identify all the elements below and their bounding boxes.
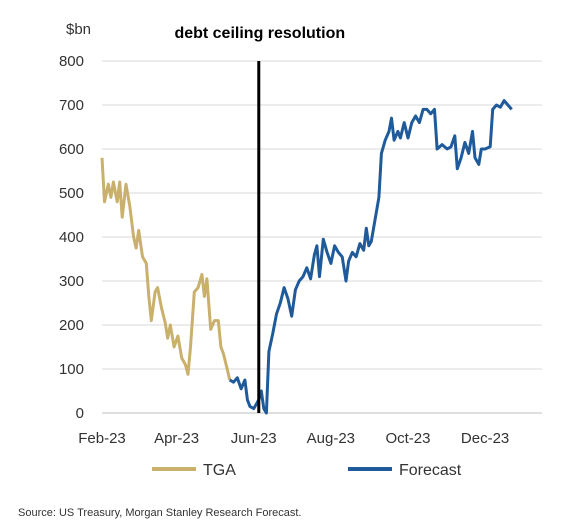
series-line-forecast [228, 99, 513, 415]
y-tick-label-400: 400 [59, 229, 84, 246]
legend-label-forecast: Forecast [399, 462, 462, 479]
x-tick-label-apr-23: Apr-23 [154, 430, 199, 447]
x-tick-label-feb-23: Feb-23 [78, 430, 126, 447]
y-axis-unit: $bn [66, 21, 91, 38]
x-axis-ticks: Feb-23 Apr-23 Jun-23 Aug-23 Oct-23 Dec-23 [78, 430, 509, 447]
y-tick-label-100: 100 [59, 361, 84, 378]
y-tick-label-0: 0 [76, 405, 84, 422]
y-tick-label-700: 700 [59, 97, 84, 114]
series-layer [100, 99, 513, 415]
annotation-label: debt ceiling resolution [174, 25, 345, 42]
legend: TGA Forecast [152, 462, 462, 479]
y-axis-ticks: 0 100 200 300 400 500 600 700 800 [59, 53, 84, 422]
y-tick-label-600: 600 [59, 141, 84, 158]
y-tick-label-200: 200 [59, 317, 84, 334]
y-tick-label-500: 500 [59, 185, 84, 202]
y-tick-label-300: 300 [59, 273, 84, 290]
x-tick-label-jun-23: Jun-23 [231, 430, 277, 447]
source-note: Source: US Treasury, Morgan Stanley Rese… [18, 507, 302, 519]
series-line-tga [100, 157, 232, 381]
legend-label-tga: TGA [203, 462, 236, 479]
x-tick-label-oct-23: Oct-23 [385, 430, 430, 447]
x-tick-label-aug-23: Aug-23 [307, 430, 355, 447]
y-tick-label-800: 800 [59, 53, 84, 70]
grid-lines [102, 60, 542, 370]
x-tick-label-dec-23: Dec-23 [461, 430, 509, 447]
